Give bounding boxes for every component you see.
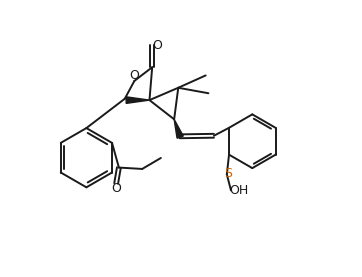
Polygon shape	[174, 119, 183, 138]
Text: OH: OH	[229, 184, 248, 197]
Text: S: S	[224, 167, 232, 180]
Text: O: O	[130, 70, 139, 83]
Text: O: O	[111, 183, 121, 196]
Polygon shape	[126, 97, 150, 103]
Text: O: O	[152, 39, 162, 52]
